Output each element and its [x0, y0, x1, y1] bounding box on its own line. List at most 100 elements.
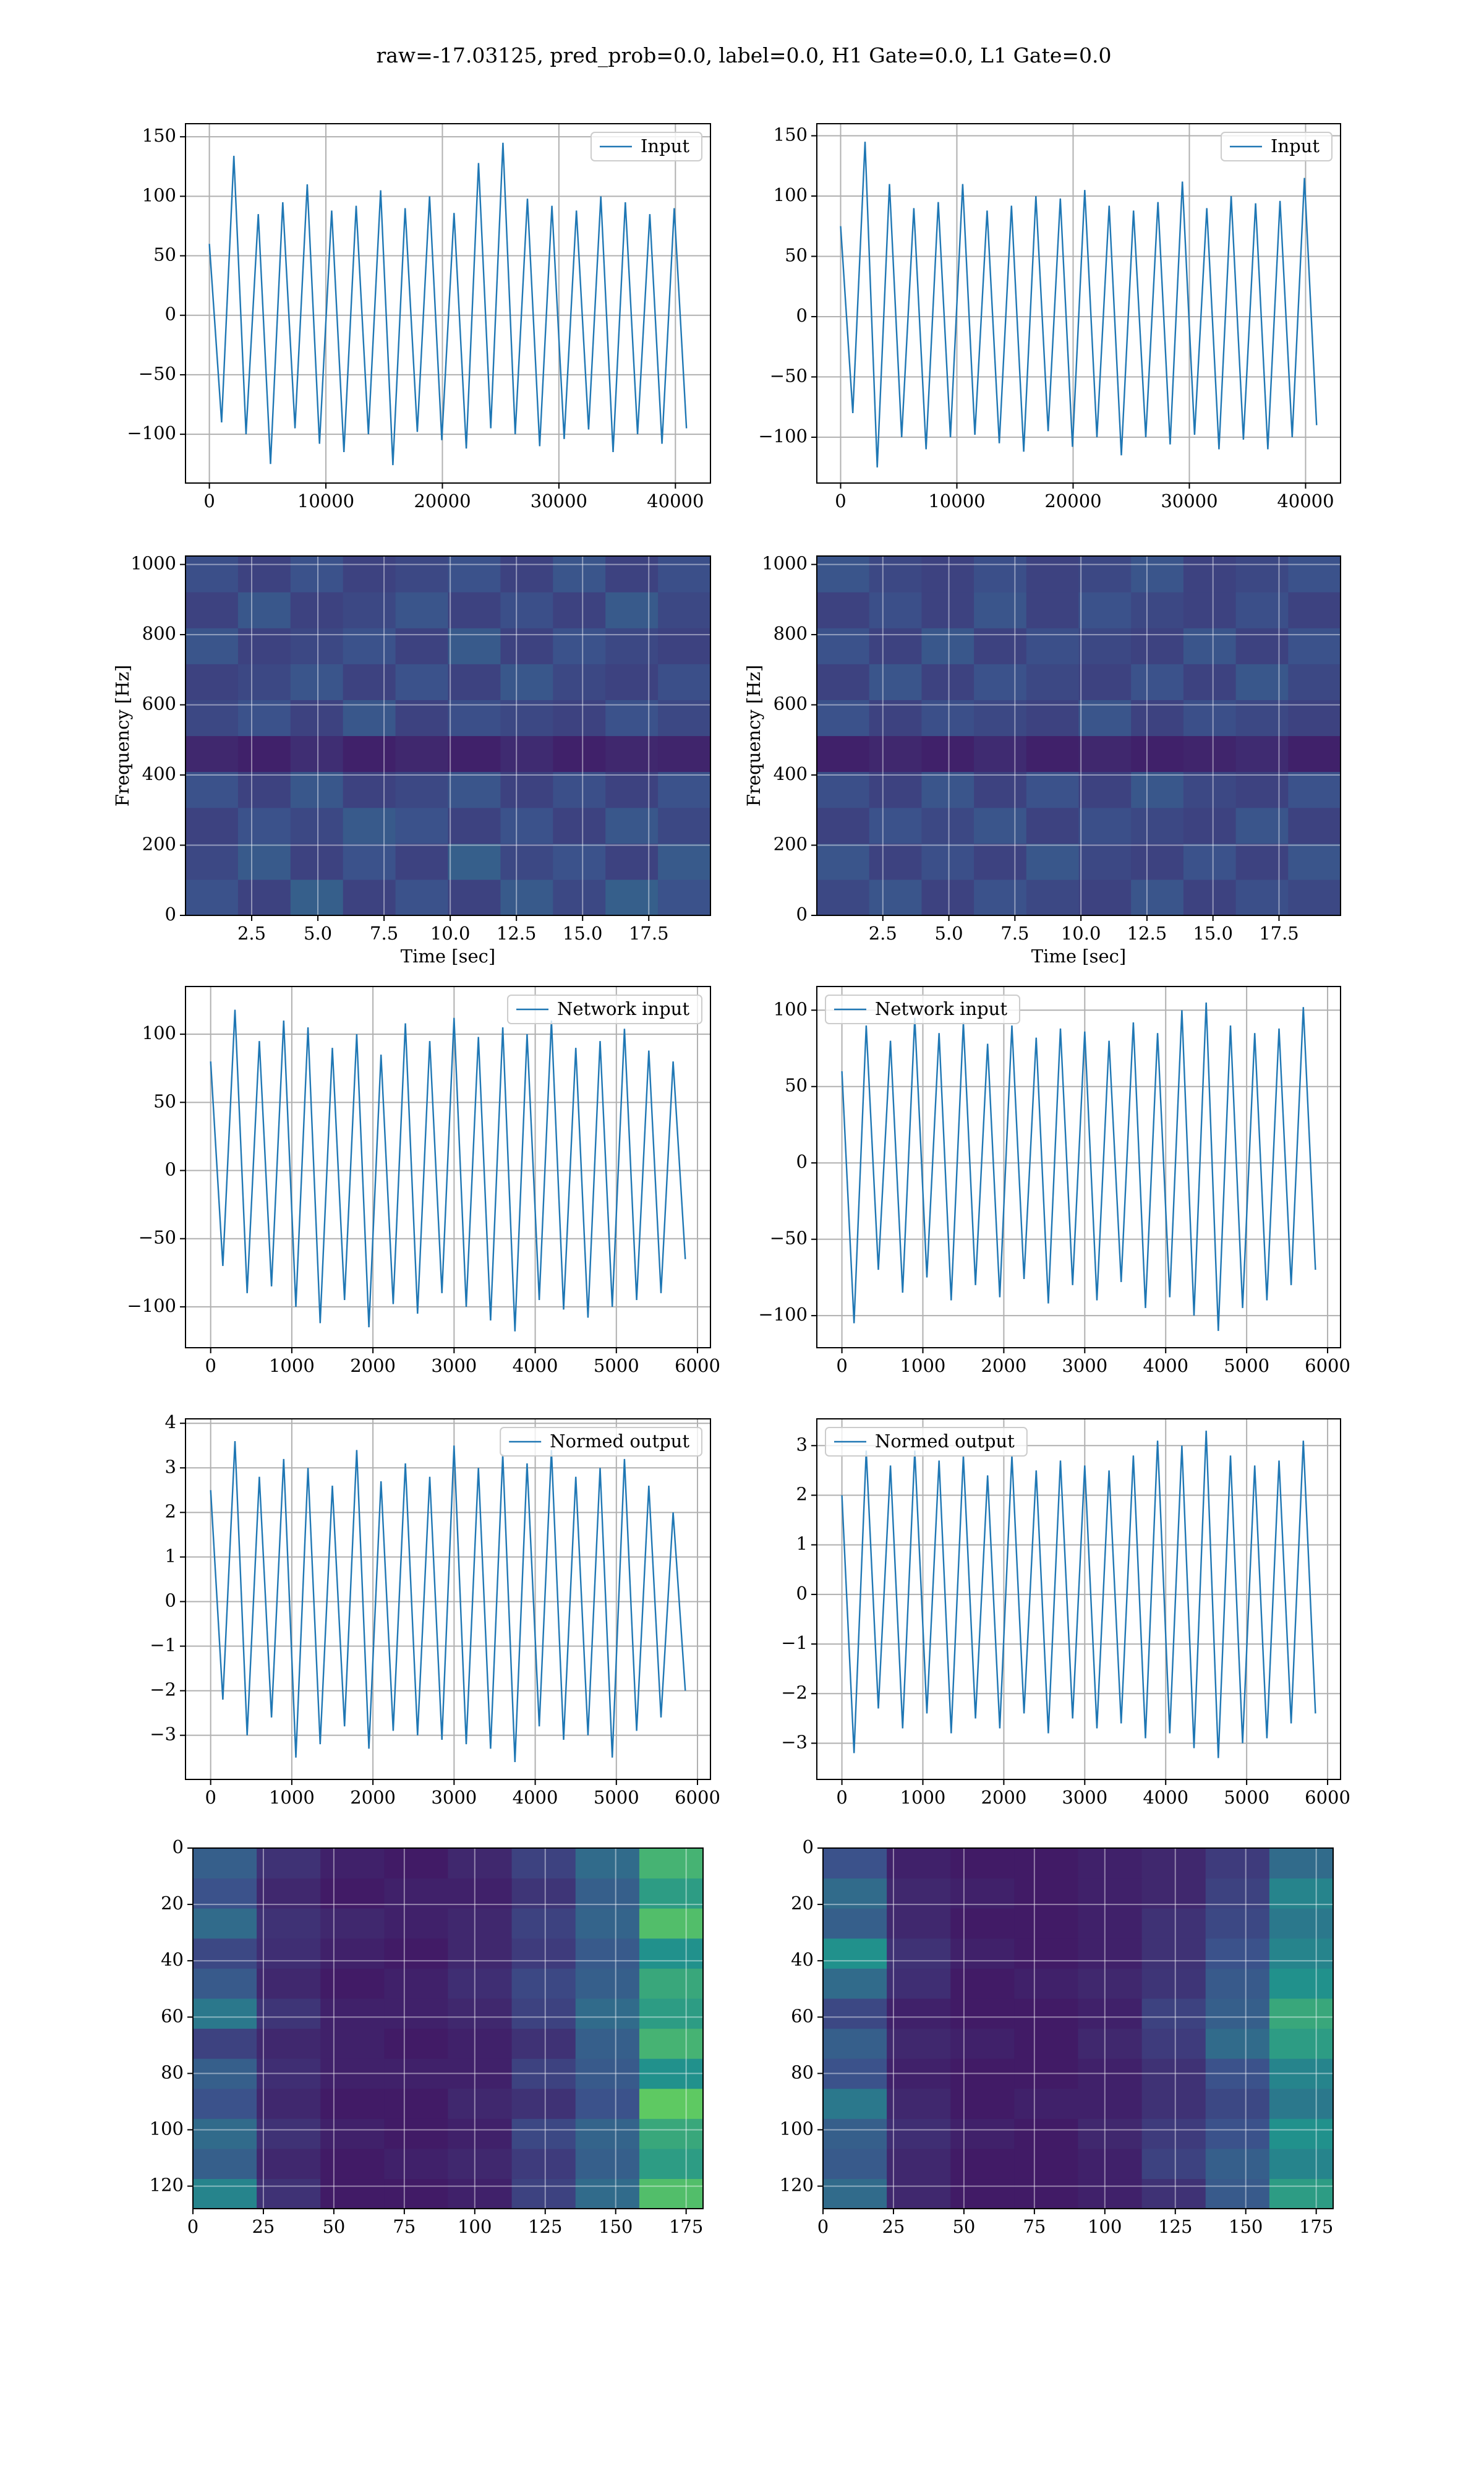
heatmap-cell [511, 1968, 576, 1999]
heatmap-cell [1205, 2118, 1270, 2149]
x-axis-label: Time [sec] [401, 946, 495, 967]
heatmap-cell [658, 556, 711, 593]
y-tick-label: 80 [791, 2061, 814, 2082]
heatmap-cell [257, 2148, 321, 2180]
x-tick-label: 5000 [594, 1355, 639, 1376]
y-tick-label: −50 [139, 363, 176, 384]
heatmap-cell [1026, 879, 1080, 916]
x-tick-label: 6000 [1305, 1787, 1350, 1808]
x-tick-label: 12.5 [1127, 923, 1167, 944]
heatmap-cell [343, 700, 396, 737]
heatmap-cell [1235, 592, 1289, 628]
heatmap-cell [1269, 2088, 1334, 2119]
heatmap-cell [290, 879, 344, 916]
heatmap-cell [974, 807, 1027, 844]
heatmap-cell [605, 879, 659, 916]
x-tick-label: 12.5 [497, 923, 537, 944]
heatmap-cell [343, 807, 396, 844]
heatmap-cell [511, 1998, 576, 2029]
heatmap-cell [343, 556, 396, 593]
heatmap-cell [1078, 1878, 1143, 1909]
y-tick-label: −3 [150, 1724, 176, 1745]
heatmap-cell [186, 807, 239, 844]
heatmap-cell [887, 1968, 951, 1999]
heatmap-cell [887, 1938, 951, 1969]
heatmap-cell [384, 1848, 449, 1879]
x-tick-label: 0 [836, 1355, 847, 1376]
x-tick-label: 25 [882, 2216, 905, 2237]
heatmap-cell [1205, 1878, 1270, 1909]
heatmap-cell [823, 1998, 887, 2029]
subplot: 0 1000 2000 3000 4000 5000 6000 −3 −2 −1 0 1 2 3 Norme… [781, 1418, 1350, 1808]
legend-box [590, 132, 702, 161]
legend: Input [590, 132, 702, 161]
y-axis-label: Frequency [Hz] [743, 665, 764, 807]
y-tick-label: 40 [161, 1949, 184, 1970]
subplot: 0 10000 20000 30000 40000 −100 −50 0 50 100 150 Inp… [758, 123, 1341, 511]
heatmap-cell [921, 843, 974, 880]
x-tick-label: 15.0 [1193, 923, 1233, 944]
axes-frame [185, 555, 711, 916]
heatmap-cell [500, 807, 553, 844]
x-tick-label: 3000 [431, 1787, 477, 1808]
heatmap-cell [658, 700, 711, 737]
heatmap-cell [193, 1848, 257, 1879]
heatmap-cell [1131, 807, 1184, 844]
heatmap-cell [320, 1878, 385, 1909]
heatmap-cell [343, 664, 396, 700]
heatmap-cell [384, 2118, 449, 2149]
heatmap-cell [639, 2118, 704, 2149]
y-tick-label: 60 [791, 2005, 814, 2026]
heatmap-cell [950, 1968, 1015, 1999]
y-tick-label: 0 [796, 1151, 808, 1172]
x-tick-label: 0 [205, 1355, 216, 1376]
x-tick-label: 2000 [350, 1355, 396, 1376]
heatmap-cell [950, 2028, 1015, 2059]
heatmap-cell [448, 556, 501, 593]
legend: Normed output [825, 1427, 1028, 1457]
heatmap-cell [500, 879, 553, 916]
heatmap-cell [1183, 879, 1237, 916]
heatmap-cell [823, 1938, 887, 1969]
heatmap-cell [1288, 664, 1341, 700]
heatmap-cell [448, 2148, 513, 2180]
x-tick-label: 10.0 [430, 923, 471, 944]
y-tick-label: −100 [127, 1295, 176, 1316]
x-tick-label: 5000 [1224, 1355, 1269, 1376]
x-tick-label: 1000 [269, 1355, 315, 1376]
x-tick-label: 50 [952, 2216, 975, 2237]
x-tick-label: 17.5 [1259, 923, 1299, 944]
y-tick-label: −2 [781, 1682, 808, 1703]
heatmap-cell [1078, 628, 1132, 664]
heatmap-cell [290, 843, 344, 880]
heatmap-cell [343, 843, 396, 880]
y-tick-label: 600 [142, 693, 176, 714]
heatmap-cell [320, 1938, 385, 1969]
heatmap-cell [384, 2148, 449, 2180]
heatmap-cell [448, 2088, 513, 2119]
heatmap-cell [500, 735, 553, 773]
heatmap-cell [384, 1938, 449, 1969]
x-tick-label: 2.5 [869, 923, 897, 944]
heatmap-cell [186, 628, 239, 664]
heatmap-cell [193, 1878, 257, 1909]
heatmap-cell [1288, 628, 1341, 664]
heatmap-cell [500, 628, 553, 664]
heatmap-cell [575, 2028, 640, 2059]
heatmap-cell [395, 771, 449, 808]
heatmap-cell [869, 556, 922, 593]
heatmap-cell [500, 700, 553, 737]
y-tick-label: 80 [161, 2061, 184, 2082]
heatmap-cell [974, 556, 1027, 593]
y-tick-label: 120 [780, 2175, 814, 2196]
y-tick-label: −1 [150, 1635, 176, 1656]
heatmap-cell [887, 2028, 951, 2059]
y-tick-label: 0 [796, 1583, 808, 1604]
heatmap-cell [823, 2028, 887, 2059]
heatmap-cell [1131, 556, 1184, 593]
heatmap-cell [869, 771, 922, 808]
heatmap-cell [823, 2148, 887, 2180]
heatmap-cell [974, 664, 1027, 700]
legend-box [500, 1427, 702, 1457]
x-tick-label: 7.5 [1000, 923, 1029, 944]
